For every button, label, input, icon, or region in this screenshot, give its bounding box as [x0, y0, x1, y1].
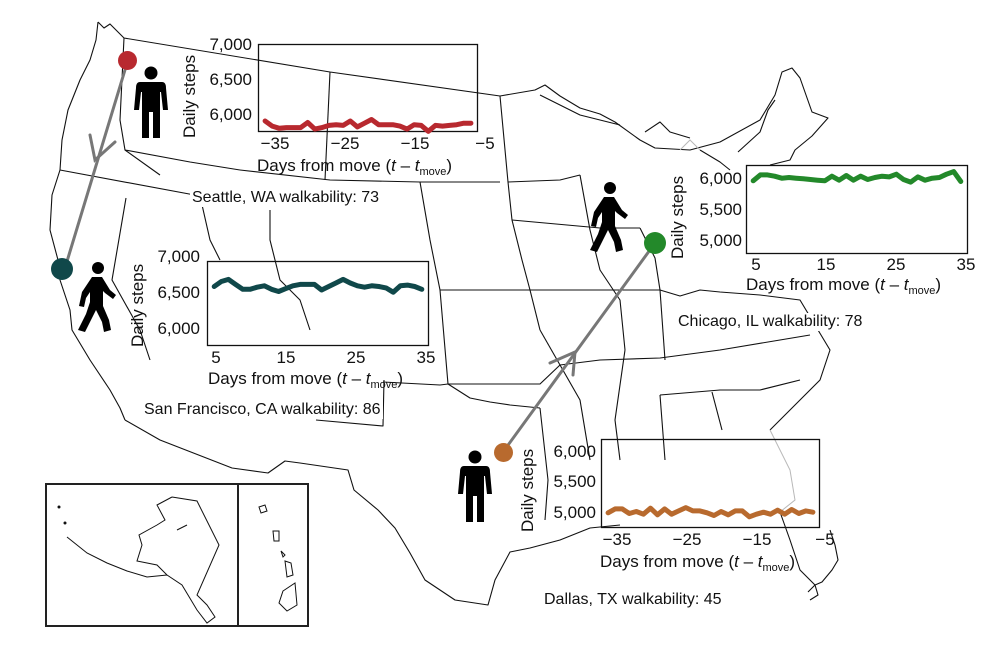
x-tick: 5 — [751, 255, 761, 274]
walking-person-icon — [78, 262, 116, 332]
walkability-caption: Chicago, IL walkability: 78 — [676, 313, 865, 331]
y-tick: 6,000 — [553, 442, 596, 461]
y-tick: 7,000 — [209, 35, 252, 54]
plot-area — [206, 260, 430, 347]
x-tick: 35 — [956, 255, 976, 274]
dallas-dot — [494, 443, 513, 462]
hawaii-outline — [258, 504, 298, 612]
standing-person-icon — [458, 450, 492, 522]
series-line — [211, 276, 425, 295]
west-coast — [49, 21, 126, 421]
dallas-chart: Daily steps 6,000 5,500 5,000 −35 −25 −1… — [500, 430, 840, 620]
y-tick: 5,000 — [699, 231, 742, 250]
x-tick: −15 — [742, 530, 772, 549]
alaska-outline — [57, 496, 220, 624]
x-tick: 15 — [816, 255, 836, 274]
chicago-chart: Daily steps 6,000 5,500 5,000 5 15 25 35… — [660, 155, 1000, 345]
seattle-chart: Daily steps 7,000 6,500 6,000 −35 −25 −1… — [170, 30, 500, 220]
x-tick: −25 — [672, 530, 702, 549]
seattle-to-sf-arrow — [63, 58, 130, 270]
alaska-inset — [45, 483, 239, 627]
x-tick: −35 — [602, 530, 632, 549]
san-francisco-chart: Daily steps 7,000 6,500 6,000 5 15 25 35… — [120, 235, 460, 430]
y-axis-title: Daily steps — [180, 54, 199, 138]
x-tick: 15 — [276, 348, 296, 367]
y-tick: 5,500 — [553, 472, 596, 491]
series-line — [262, 117, 474, 134]
walkability-caption: San Francisco, CA walkability: 86 — [142, 401, 383, 419]
x-axis-title: Days from move (t – tmove) — [600, 552, 796, 574]
plot-area — [257, 43, 479, 134]
x-axis-title: Days from move (t – tmove) — [208, 369, 404, 391]
southern-border — [124, 419, 621, 606]
x-tick: 5 — [211, 348, 221, 367]
y-tick: 6,500 — [209, 70, 252, 89]
y-tick: 6,000 — [209, 105, 252, 124]
walkability-caption: Dallas, TX walkability: 45 — [542, 591, 724, 609]
y-tick: 6,500 — [157, 283, 200, 302]
walkability-caption: Seattle, WA walkability: 73 — [190, 189, 382, 207]
x-tick: 25 — [346, 348, 366, 367]
san-francisco-dot — [51, 258, 73, 280]
hawaii-inset — [237, 483, 309, 627]
x-axis-title: Days from move (t – tmove) — [257, 156, 453, 178]
x-tick: 25 — [886, 255, 906, 274]
x-tick: −5 — [475, 134, 495, 153]
x-tick: −15 — [400, 134, 430, 153]
us-outline — [97, 21, 829, 166]
y-tick: 7,000 — [157, 247, 200, 266]
chicago-dot — [644, 232, 666, 254]
series-line — [750, 169, 964, 185]
x-tick: −5 — [815, 530, 835, 549]
arrowhead-icon — [88, 133, 117, 163]
series-line — [605, 505, 816, 520]
x-tick: −25 — [330, 134, 360, 153]
y-tick: 5,500 — [699, 200, 742, 219]
plot-area — [600, 438, 821, 529]
y-tick: 6,000 — [699, 169, 742, 188]
plot-area — [745, 164, 969, 255]
arrowhead-icon — [548, 349, 577, 377]
dallas-to-chicago-arrow — [501, 241, 657, 454]
x-tick: −35 — [260, 134, 290, 153]
standing-person-icon — [134, 66, 168, 138]
walking-person-icon — [590, 182, 628, 252]
x-axis-title: Days from move (t – tmove) — [746, 275, 942, 297]
seattle-dot — [118, 51, 137, 70]
x-tick: 35 — [416, 348, 436, 367]
y-tick: 5,000 — [553, 503, 596, 522]
y-tick: 6,000 — [157, 319, 200, 338]
